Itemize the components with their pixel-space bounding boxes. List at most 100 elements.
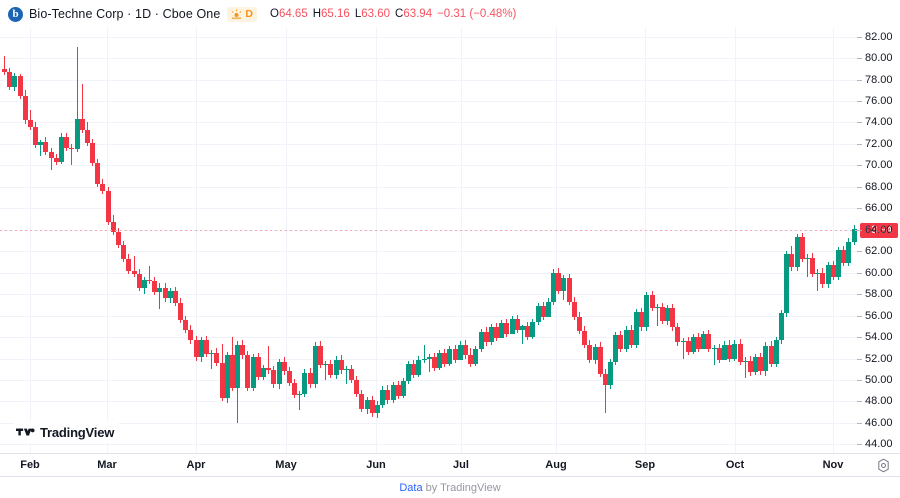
candle-wick	[81, 83, 83, 134]
symbol-title[interactable]: Bio-Techne Corp · 1D · Cboe One	[29, 7, 221, 21]
candle-body	[473, 348, 479, 364]
candle-body	[359, 393, 365, 409]
horizontal-gridline	[0, 144, 857, 145]
candle-body	[468, 355, 474, 364]
candle-body	[525, 326, 531, 338]
candle-body	[727, 344, 733, 359]
candle-body	[789, 254, 795, 268]
horizontal-gridline	[0, 165, 857, 166]
candle-body	[48, 152, 54, 158]
candle-body	[162, 287, 168, 299]
candle-body	[271, 370, 277, 385]
candle-body	[830, 265, 836, 277]
candle-body	[250, 357, 256, 388]
settings-icon[interactable]	[876, 458, 891, 473]
high-value: 65.16	[321, 8, 350, 20]
time-tick-label: Jun	[366, 459, 386, 471]
horizontal-gridline	[0, 337, 857, 338]
symbol-logo-icon: b	[8, 6, 23, 22]
horizontal-gridline	[0, 58, 857, 59]
price-tick-label: 72.00	[865, 137, 893, 150]
data-link[interactable]: Data	[399, 482, 423, 494]
time-tick-label: Aug	[545, 459, 567, 471]
price-axis[interactable]: 63.94 82.00 80.00 78.00 76.00 74.00 72.00 70.0…	[857, 28, 900, 453]
price-tick-label: 58.00	[865, 288, 893, 301]
candle-body	[488, 327, 494, 343]
candle-body	[463, 344, 469, 356]
time-tick-label: Jul	[453, 459, 469, 471]
candle-body	[209, 353, 215, 355]
price-tick-mark	[857, 294, 862, 296]
candle-body	[540, 305, 546, 317]
price-tick-label: 78.00	[865, 73, 893, 86]
candle-body	[639, 312, 645, 328]
candle-body	[810, 257, 816, 274]
candle-body	[338, 359, 344, 371]
candle-body	[136, 273, 142, 288]
candle-body	[266, 368, 272, 371]
price-tick-label: 54.00	[865, 331, 893, 344]
candlestick-plot[interactable]	[0, 28, 857, 453]
time-tick-label: Nov	[822, 459, 844, 471]
candle-wick	[345, 366, 347, 385]
candle-wick	[423, 344, 425, 363]
candle-body	[690, 337, 696, 353]
candle-wick	[806, 254, 808, 277]
candle-body	[245, 355, 251, 388]
candle-body	[784, 254, 790, 314]
candle-wick	[149, 266, 151, 285]
candle-body	[390, 385, 396, 401]
candle-body	[722, 344, 728, 360]
candle-body	[799, 237, 805, 259]
candle-wick	[40, 139, 42, 156]
candle-body	[69, 148, 75, 150]
price-tick-mark	[857, 165, 862, 167]
candle-body	[198, 340, 204, 358]
candle-body	[618, 334, 624, 349]
time-tick-label: Sep	[634, 459, 656, 471]
horizontal-gridline	[0, 187, 857, 188]
candle-body	[214, 353, 220, 363]
vertical-gridline	[556, 28, 557, 453]
vertical-gridline	[196, 28, 197, 453]
candle-body	[12, 76, 18, 87]
horizontal-gridline	[0, 37, 857, 38]
candle-body	[851, 228, 857, 242]
candle-body	[551, 272, 557, 302]
candle-body	[696, 337, 702, 349]
time-axis[interactable]: Feb Mar Apr May Jun Jul Aug Sep Oct Nov	[0, 453, 900, 477]
candle-body	[701, 333, 707, 349]
tradingview-logo-icon	[16, 428, 35, 436]
current-price-line	[0, 230, 857, 231]
candle-body	[240, 344, 246, 356]
price-tick-mark	[857, 337, 862, 339]
candle-body	[204, 340, 210, 355]
interval-badge[interactable]: D	[227, 6, 257, 22]
price-tick-mark	[857, 380, 862, 382]
candle-body	[58, 137, 64, 163]
candle-body	[141, 280, 147, 288]
candle-body	[763, 345, 769, 372]
horizontal-gridline	[0, 80, 857, 81]
price-tick-label: 80.00	[865, 52, 893, 65]
candle-wick	[817, 269, 819, 291]
price-tick-mark	[857, 229, 862, 231]
open-key: O	[269, 8, 279, 20]
candle-body	[644, 295, 650, 328]
candle-body	[167, 290, 173, 299]
price-tick-label: 70.00	[865, 159, 893, 172]
candle-body	[74, 119, 80, 150]
price-tick-label: 74.00	[865, 116, 893, 129]
candle-wick	[744, 357, 746, 378]
time-tick-label: Apr	[186, 459, 206, 471]
tradingview-watermark-label: TradingView	[40, 424, 115, 440]
time-tick-label: May	[275, 459, 297, 471]
candle-body	[183, 319, 189, 330]
candle-body	[147, 280, 153, 282]
candle-body	[706, 333, 712, 349]
candle-body	[349, 369, 355, 380]
price-tick-mark	[857, 272, 862, 274]
price-tick-mark	[857, 143, 862, 145]
candle-body	[178, 302, 184, 320]
by-tradingview-label: by TradingView	[422, 482, 501, 494]
